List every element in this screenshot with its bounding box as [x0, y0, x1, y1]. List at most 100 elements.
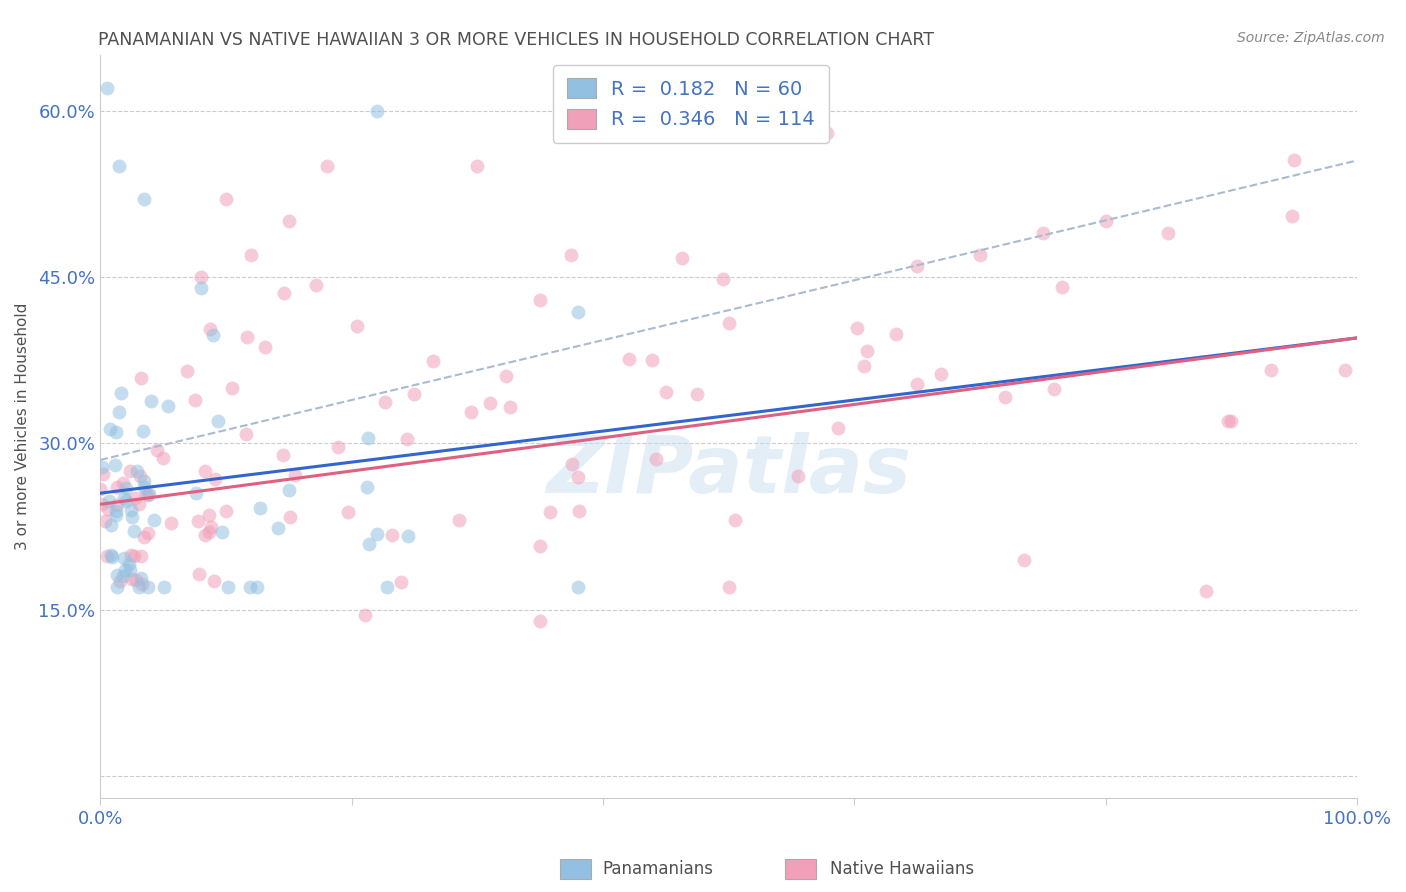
- Text: ZIPatlas: ZIPatlas: [546, 433, 911, 510]
- Point: [326, 440, 349, 454]
- Point: [187, 514, 209, 528]
- Point: [884, 326, 907, 341]
- Point: [120, 503, 142, 517]
- Point: [568, 504, 591, 518]
- Point: [198, 508, 221, 523]
- Point: [641, 352, 664, 367]
- Point: [194, 463, 217, 477]
- Point: [111, 569, 134, 583]
- Point: [108, 574, 131, 588]
- Point: [560, 248, 582, 262]
- Point: [239, 581, 262, 595]
- Point: [305, 278, 328, 293]
- Point: [105, 508, 128, 522]
- Point: [135, 486, 157, 500]
- Point: [136, 526, 159, 541]
- Point: [359, 537, 381, 551]
- Point: [121, 509, 143, 524]
- Point: [128, 497, 150, 511]
- Point: [215, 503, 238, 517]
- Point: [478, 396, 501, 410]
- Point: [277, 214, 299, 228]
- Point: [100, 517, 122, 532]
- Point: [336, 505, 359, 519]
- Point: [118, 563, 141, 577]
- Point: [108, 159, 131, 173]
- Point: [104, 425, 127, 439]
- Point: [905, 259, 928, 273]
- Point: [422, 354, 444, 368]
- Point: [929, 368, 952, 382]
- Point: [1216, 414, 1239, 428]
- Point: [98, 493, 121, 508]
- Point: [645, 451, 668, 466]
- Point: [529, 293, 551, 308]
- Point: [235, 427, 257, 442]
- Point: [1281, 209, 1303, 223]
- Point: [366, 527, 388, 541]
- Point: [114, 562, 136, 576]
- Point: [187, 566, 209, 581]
- Point: [1012, 553, 1035, 567]
- Point: [994, 390, 1017, 404]
- Point: [124, 491, 146, 505]
- Point: [118, 558, 141, 572]
- Point: [815, 127, 838, 141]
- Point: [105, 581, 128, 595]
- Point: [97, 501, 120, 516]
- Point: [145, 443, 167, 458]
- Point: [129, 469, 152, 483]
- Point: [273, 285, 295, 300]
- Point: [567, 469, 589, 483]
- Point: [267, 521, 290, 535]
- Point: [100, 422, 122, 436]
- Point: [105, 503, 128, 517]
- Point: [389, 575, 412, 590]
- Point: [143, 513, 166, 527]
- Point: [136, 581, 159, 595]
- Point: [1334, 363, 1357, 377]
- Point: [366, 103, 388, 118]
- Point: [112, 550, 135, 565]
- Point: [91, 497, 114, 511]
- Point: [114, 493, 136, 508]
- Y-axis label: 3 or more Vehicles in Household: 3 or more Vehicles in Household: [15, 303, 30, 550]
- Point: [89, 482, 111, 496]
- Point: [724, 513, 747, 527]
- Point: [827, 421, 849, 435]
- Point: [395, 432, 418, 446]
- Point: [121, 572, 143, 586]
- Point: [561, 457, 583, 471]
- Point: [129, 549, 152, 564]
- Point: [100, 548, 122, 562]
- Point: [845, 321, 868, 335]
- Point: [357, 431, 380, 445]
- Point: [183, 392, 205, 407]
- Point: [711, 272, 734, 286]
- Point: [131, 576, 153, 591]
- Point: [190, 281, 212, 295]
- Point: [198, 322, 221, 336]
- Point: [538, 505, 561, 519]
- Text: Native Hawaiians: Native Hawaiians: [830, 860, 974, 878]
- Point: [346, 319, 368, 334]
- Point: [215, 192, 238, 206]
- Point: [111, 476, 134, 491]
- Point: [905, 377, 928, 392]
- Point: [284, 468, 307, 483]
- Point: [122, 549, 145, 564]
- Point: [1094, 214, 1116, 228]
- Point: [176, 364, 198, 378]
- Point: [128, 581, 150, 595]
- Point: [122, 524, 145, 538]
- Point: [786, 468, 808, 483]
- Point: [152, 450, 174, 465]
- Point: [717, 581, 740, 595]
- Point: [125, 464, 148, 478]
- Point: [246, 581, 269, 595]
- Point: [207, 414, 229, 428]
- Point: [115, 481, 138, 495]
- Point: [204, 472, 226, 486]
- Point: [134, 530, 156, 544]
- Point: [1042, 383, 1064, 397]
